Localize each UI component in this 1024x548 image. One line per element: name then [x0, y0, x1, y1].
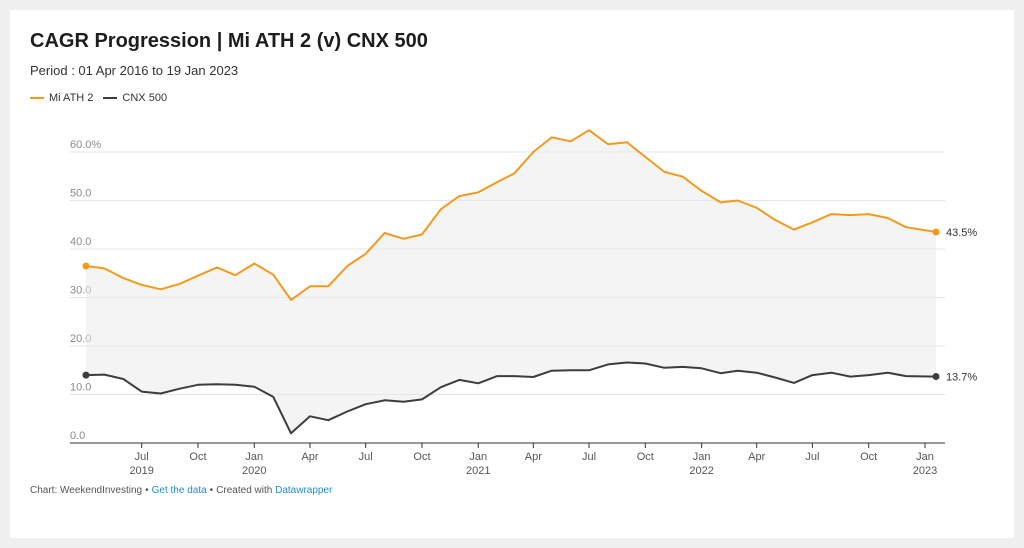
x-tick-label: Jul — [359, 451, 373, 463]
end-label-cnx-500: 13.7% — [946, 372, 977, 384]
x-tick-label: Jan — [469, 451, 487, 463]
chart-subtitle: Period : 01 Apr 2016 to 19 Jan 2023 — [30, 63, 239, 78]
x-tick-label: Apr — [748, 451, 765, 463]
legend-swatch-cnx-500 — [103, 97, 118, 99]
end-point-cnx-500 — [932, 373, 940, 381]
x-tick-label: Jan — [916, 451, 934, 463]
x-tick-label: Oct — [860, 451, 877, 463]
x-tick-label: Apr — [525, 451, 542, 463]
x-tick-label: Oct — [413, 451, 430, 463]
x-tick-year-label: 2020 — [242, 465, 266, 477]
legend-item-mi-ath-2: Mi ATH 2 — [30, 92, 93, 104]
area-between-series — [86, 130, 936, 434]
legend-label-mi-ath-2: Mi ATH 2 — [49, 92, 94, 104]
datawrapper-link[interactable]: Datawrapper — [275, 485, 333, 496]
x-tick-year-label: 2019 — [129, 465, 153, 477]
series-line-cnx-500 — [85, 361, 937, 435]
legend-label-cnx-500: CNX 500 — [122, 92, 168, 104]
start-point-mi-ath-2 — [82, 262, 90, 270]
footer-separator-2: • — [209, 485, 214, 496]
footer-separator-1: • — [145, 485, 149, 496]
x-tick-label: Jul — [582, 451, 596, 463]
y-tick-label: 10.0 — [70, 382, 91, 394]
legend-item-cnx-500: CNX 500 — [103, 92, 167, 104]
y-tick-label: 50.0 — [70, 188, 91, 200]
x-tick-year-label: 2023 — [913, 465, 937, 477]
get-the-data-link[interactable]: Get the data — [151, 485, 207, 496]
end-label-mi-ath-2: 43.5% — [946, 227, 977, 239]
footer-source: Chart: WeekendInvesting — [30, 485, 143, 496]
x-tick-label: Oct — [637, 451, 654, 463]
x-tick-label: Jul — [805, 451, 819, 463]
chart-footer: Chart: WeekendInvesting • Get the data • Cre… — [30, 485, 332, 496]
x-tick-label: Jul — [135, 451, 149, 463]
y-tick-label: 0.0 — [70, 430, 85, 442]
x-tick-year-label: 2021 — [466, 465, 490, 477]
x-tick-year-label: 2022 — [689, 465, 713, 477]
end-point-mi-ath-2 — [932, 228, 940, 236]
x-tick-label: Jan — [693, 451, 711, 463]
chart-title: CAGR Progression | Mi ATH 2 (v) CNX 500 — [30, 30, 428, 52]
series-line-mi-ath-2 — [85, 129, 937, 301]
y-tick-label: 40.0 — [70, 236, 91, 248]
x-tick-label: Jan — [245, 451, 263, 463]
start-point-cnx-500 — [82, 371, 90, 379]
y-tick-label: 60.0% — [70, 139, 101, 151]
x-tick-label: Apr — [301, 451, 318, 463]
legend: Mi ATH 2 CNX 500 — [30, 92, 177, 104]
x-tick-label: Oct — [189, 451, 206, 463]
footer-created-with: Created with — [216, 485, 273, 496]
legend-swatch-mi-ath-2 — [30, 97, 44, 99]
